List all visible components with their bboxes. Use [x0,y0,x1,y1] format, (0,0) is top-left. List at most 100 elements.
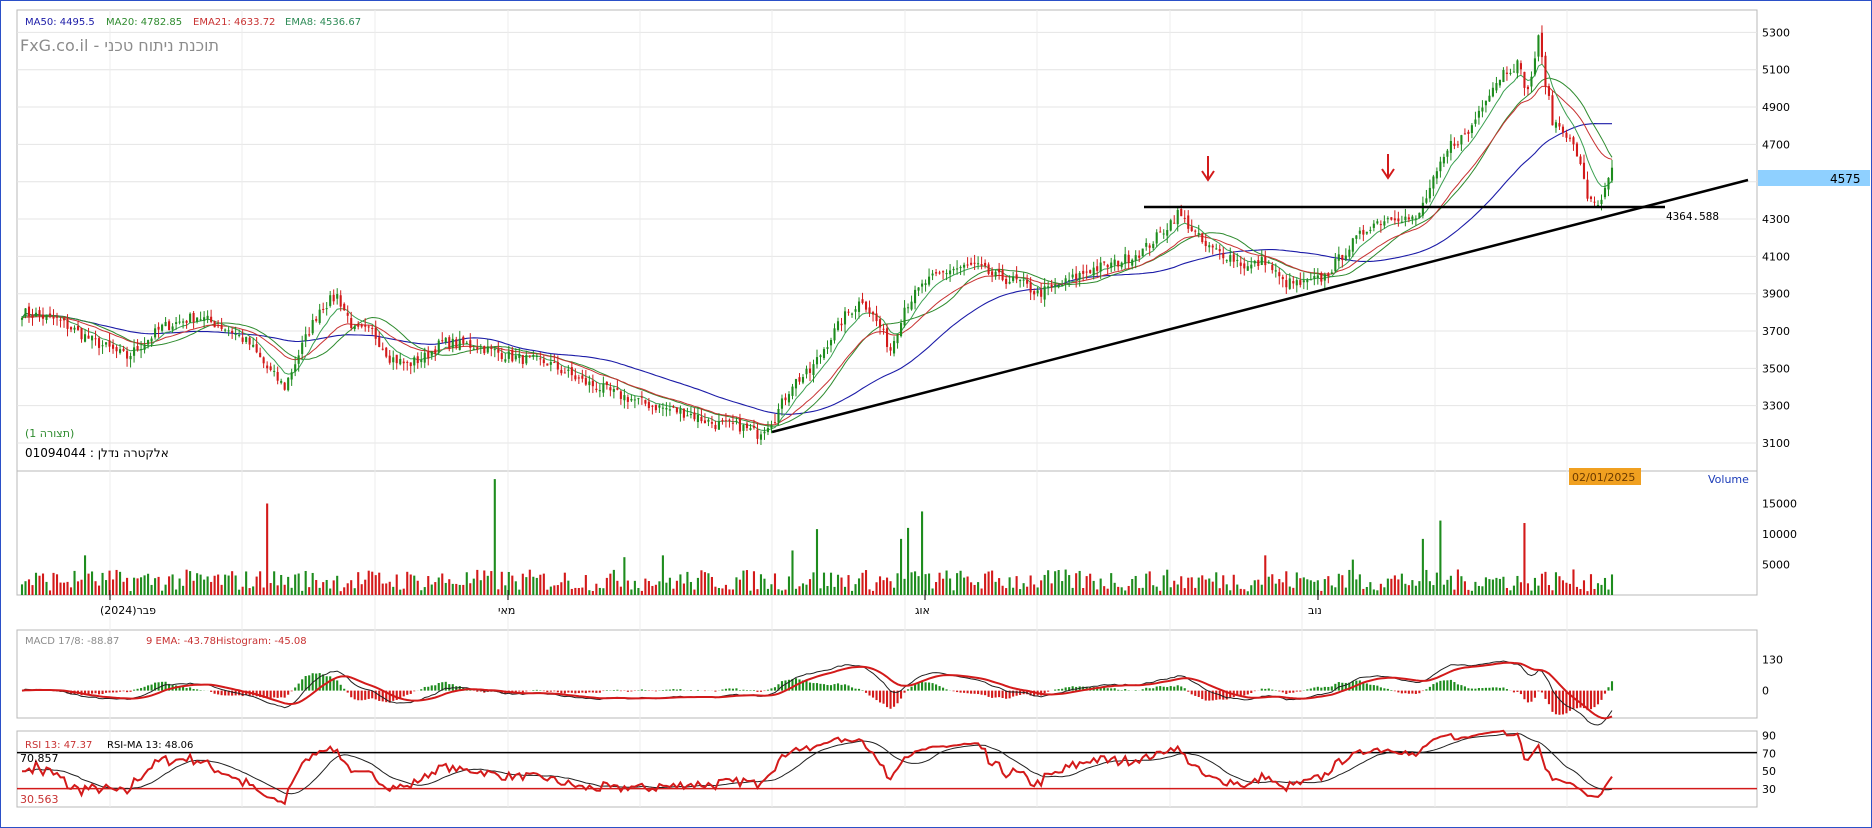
volume-bar [1288,586,1291,595]
macd-histogram-bar [1442,680,1445,691]
candle-body [31,314,34,318]
candle-body [1404,216,1407,221]
volume-bar [234,575,237,595]
macd-histogram-bar [742,689,745,691]
volume-bar [101,572,104,595]
macd-histogram-bar [857,688,861,691]
volume-bar [525,577,528,595]
candle-body [210,316,213,322]
candle-body [1082,270,1085,274]
volume-bar [1418,581,1421,595]
candle-body [315,318,318,321]
rsi-panel[interactable] [16,730,1758,808]
candle-body [896,333,899,344]
volume-bar [1292,587,1295,595]
candle-body [112,344,115,349]
volume-bar [577,587,580,595]
macd-histogram-bar [1607,687,1610,691]
volume-bar [73,570,76,595]
candle-body [791,386,794,396]
candle-body [420,360,423,363]
candle-body [1159,231,1162,233]
rsi-tick-label: 90 [1762,729,1776,742]
macd-histogram-bar [1439,680,1442,691]
candle-body [1463,133,1466,135]
macd-histogram-bar [665,689,668,691]
macd-histogram-bar [1407,690,1410,694]
macd-histogram-bar [581,690,584,693]
volume-bar [1404,583,1407,595]
volume-bar [843,586,847,595]
candle-body [115,347,118,352]
macd-histogram-bar [1194,690,1197,696]
candle-body [980,264,983,266]
candle-body [1575,143,1579,157]
volume-panel[interactable] [16,470,1758,596]
macd-histogram-bar [756,690,759,692]
volume-bar [416,580,419,595]
candle-body [794,379,798,389]
candle-body [731,422,734,424]
candle-body [1316,275,1319,279]
candle-body [388,355,391,363]
candle-body [752,425,756,428]
candle-body [1530,76,1533,87]
candle-body [90,335,94,341]
volume-bar [605,577,608,595]
candle-body [945,272,948,275]
candle-body [1488,95,1491,102]
volume-bar [161,590,164,595]
candle-body [829,340,833,346]
candle-body [640,396,643,398]
candle-body [1085,271,1088,273]
macd-panel[interactable] [16,629,1758,719]
macd-histogram-bar [1477,688,1480,691]
volume-bar [1050,583,1053,595]
signal-arrow-head [1201,170,1215,182]
macd-histogram-bar [1204,690,1207,701]
candle-body [815,357,819,365]
candle-body [462,336,465,344]
volume-bar [1498,578,1501,595]
macd-histogram-bar [980,690,983,695]
macd-histogram-bar [1589,690,1593,710]
candle-body [745,423,749,429]
y-tick-label: 5100 [1762,64,1790,77]
candle-body [647,401,650,409]
macd-histogram-bar [773,687,777,691]
volume-bar [168,576,171,595]
volume-bar [83,555,87,595]
macd-histogram-bar [815,683,819,691]
macd-histogram-bar [871,690,875,698]
candle-body [812,364,815,376]
macd-histogram-bar [931,683,934,691]
ma20-line [21,77,1613,427]
volume-bar [1260,584,1263,595]
candle-body [672,406,675,408]
macd-histogram-bar [1435,682,1438,691]
macd-histogram-bar [1148,688,1151,691]
volume-bar [689,581,692,595]
candle-body [266,365,269,369]
candle-body [1334,258,1337,272]
macd-histogram-bar [875,690,878,701]
candle-body [423,352,426,363]
candle-body [1330,272,1333,274]
candle-body [1166,230,1169,236]
volume-bar [38,575,41,595]
macd-histogram-bar [1547,690,1551,705]
volume-bar [59,582,62,595]
candle-body [787,394,791,403]
candle-body [1355,235,1358,239]
candle-body [1425,198,1428,203]
candle-body [654,404,657,411]
volume-bar [245,571,248,595]
volume-bar [1575,586,1579,595]
macd-histogram-bar [133,689,136,691]
volume-bar [808,579,812,595]
volume-bar [1078,570,1081,595]
candle-body [234,333,237,335]
candle-body [1341,255,1344,261]
symbol-title: אלקטרה נדלן : 01094044 [25,446,169,460]
